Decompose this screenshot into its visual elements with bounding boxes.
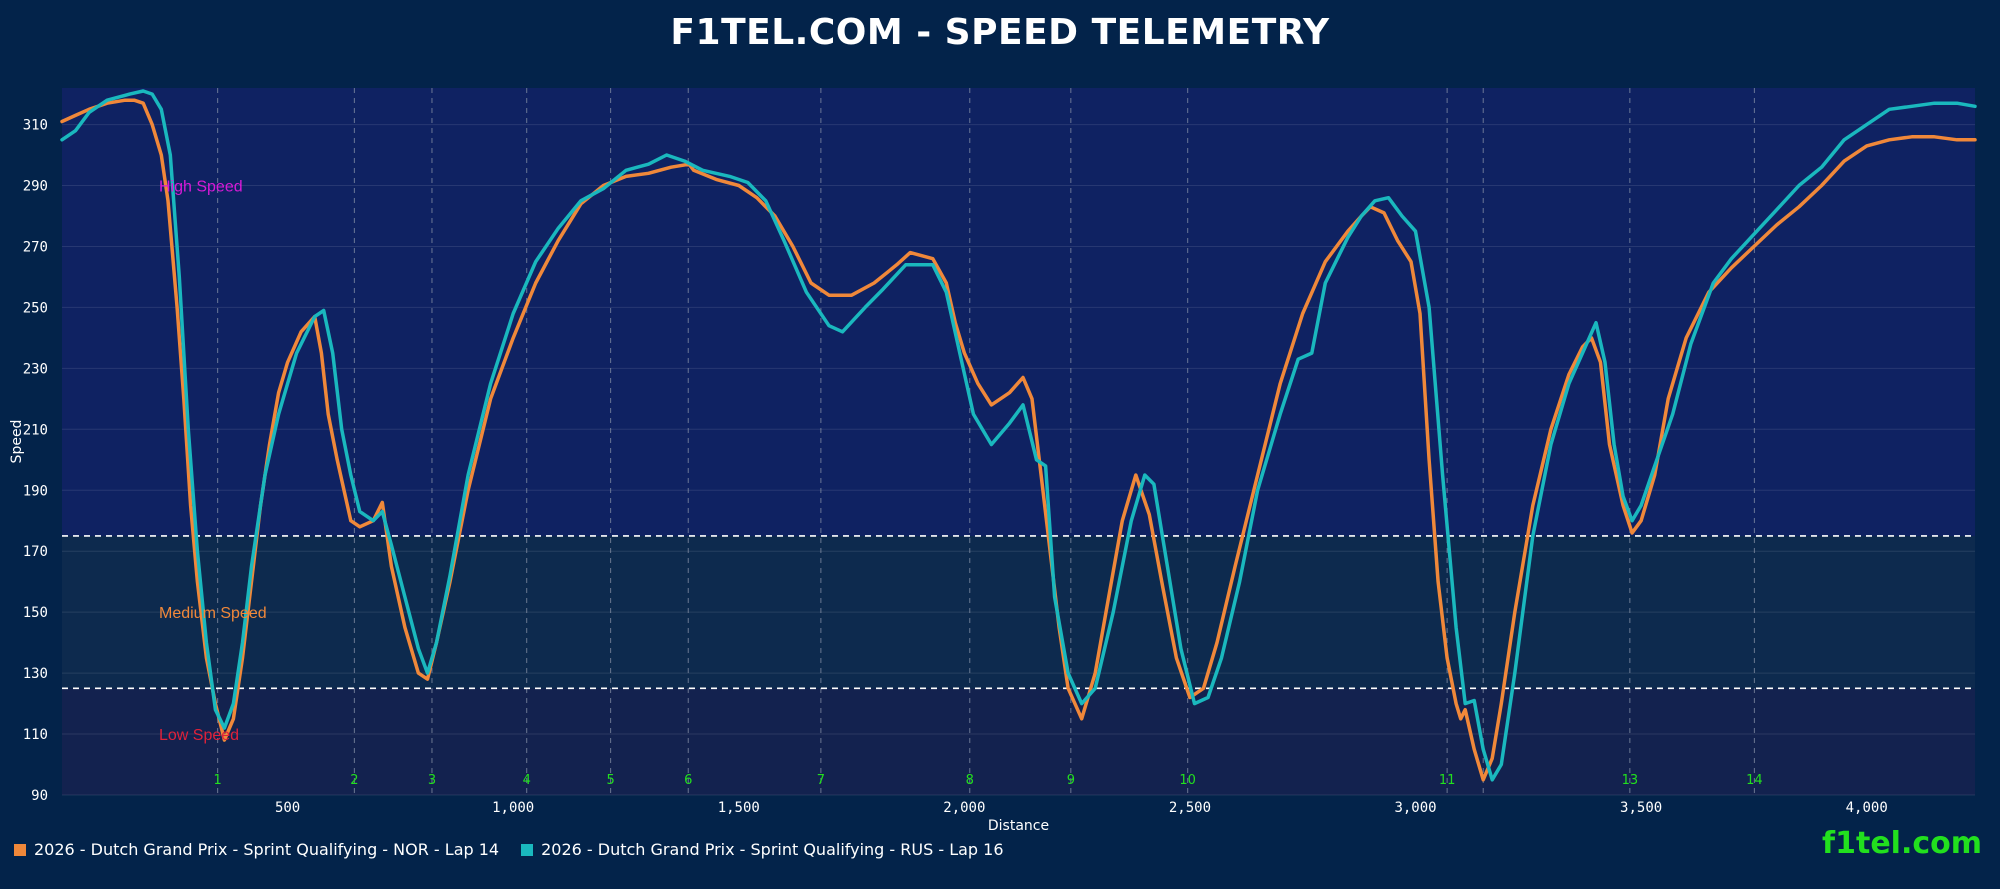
legend-label-rus: 2026 - Dutch Grand Prix - Sprint Qualify… [541, 840, 1004, 859]
page-title: F1TEL.COM - SPEED TELEMETRY [670, 12, 1330, 53]
band-label-low: Low Speed [159, 727, 239, 744]
legend-item-nor[interactable]: 2026 - Dutch Grand Prix - Sprint Qualify… [14, 840, 499, 859]
legend-swatch-nor [14, 843, 26, 856]
y-tick-label: 210 [23, 422, 48, 438]
series-rus-line [60, 89, 1977, 782]
legend: 2026 - Dutch Grand Prix - Sprint Qualify… [14, 840, 1004, 859]
band-label-high: High Speed [159, 179, 243, 196]
y-tick-label: 90 [31, 788, 48, 804]
y-tick-label: 190 [23, 483, 48, 499]
x-tick-label: 1,500 [718, 800, 760, 816]
band-medium-area [62, 535, 1975, 689]
y-tick-label: 270 [23, 239, 48, 255]
y-axis-label: Speed [9, 420, 25, 464]
y-tick-label: 150 [23, 605, 48, 621]
band-labels: High Speed Medium Speed Low Speed [159, 179, 267, 745]
y-tick-label: 130 [23, 666, 48, 682]
x-tick-label: 2,500 [1169, 800, 1211, 816]
speed-series [60, 89, 1977, 782]
y-tick-label: 310 [23, 118, 48, 134]
corner-label: 10 [1179, 773, 1196, 788]
y-tick-label: 230 [23, 361, 48, 377]
y-tick-label: 290 [23, 179, 48, 195]
legend-item-rus[interactable]: 2026 - Dutch Grand Prix - Sprint Qualify… [521, 840, 1004, 859]
band-label-medium: Medium Speed [159, 605, 267, 622]
corner-label: 8 [966, 773, 974, 788]
y-tick-label: 250 [23, 300, 48, 316]
x-tick-label: 3,500 [1620, 800, 1662, 816]
corner-label: 9 [1067, 773, 1075, 788]
corner-label: 5 [606, 773, 614, 788]
y-tick-label: 170 [23, 544, 48, 560]
corner-label: 2 [350, 773, 358, 788]
series-nor-line [60, 98, 1977, 782]
x-tick-label: 4,000 [1846, 800, 1888, 816]
corner-label: 6 [684, 773, 692, 788]
corner-label: 13 [1622, 773, 1639, 788]
x-tick-label: 3,000 [1394, 800, 1436, 816]
x-tick-label: 500 [275, 800, 300, 816]
x-tick-label: 2,000 [943, 800, 985, 816]
speed-bands [62, 88, 1975, 795]
y-tick-label: 110 [23, 727, 48, 743]
corner-label: 14 [1746, 773, 1763, 788]
corner-label: 1 [214, 773, 222, 788]
x-tick-label: 1,000 [492, 800, 534, 816]
legend-swatch-rus [521, 843, 534, 856]
corner-label: 3 [428, 773, 436, 788]
corner-markers: 1 2 3 4 5 6 7 8 9 10 11 13 14 [214, 88, 1763, 795]
legend-label-nor: 2026 - Dutch Grand Prix - Sprint Qualify… [34, 840, 500, 859]
corner-label: 7 [817, 773, 825, 788]
grid-lines [62, 124, 1975, 796]
band-low-area [62, 688, 1975, 795]
corner-label: 4 [523, 773, 531, 788]
corner-label: 11 [1439, 773, 1456, 788]
x-axis-label: Distance [988, 818, 1049, 834]
brand-logo: f1tel.com [1822, 826, 1982, 861]
